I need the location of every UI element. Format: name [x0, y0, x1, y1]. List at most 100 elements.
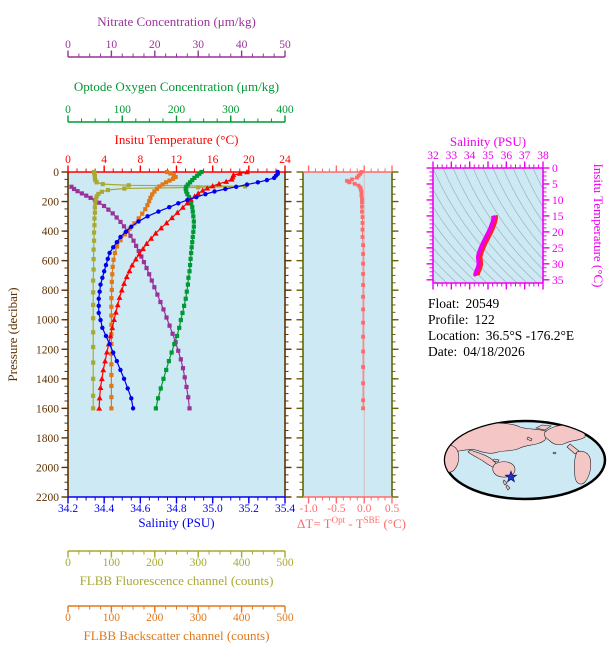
svg-text:200: 200	[146, 612, 164, 624]
svg-text:0: 0	[552, 163, 558, 175]
svg-text:4: 4	[101, 154, 107, 166]
svg-text:8: 8	[137, 154, 143, 166]
date-value: 04/18/2026	[463, 344, 525, 359]
svg-text:300: 300	[190, 612, 208, 624]
svg-text:30: 30	[192, 39, 204, 51]
world-map	[443, 419, 607, 501]
svg-text:500: 500	[276, 612, 294, 624]
svg-text:0: 0	[65, 557, 71, 569]
svg-text:12: 12	[171, 154, 183, 166]
svg-text:34.8: 34.8	[166, 503, 186, 515]
svg-text:300: 300	[190, 557, 208, 569]
fluorescence-axis-title: FLBB Fluorescence channel (counts)	[80, 573, 274, 588]
svg-text:15: 15	[552, 211, 564, 223]
svg-text:600: 600	[42, 256, 60, 268]
svg-text:16: 16	[207, 154, 219, 166]
svg-text:20: 20	[243, 154, 255, 166]
svg-text:400: 400	[276, 104, 294, 116]
svg-text:34.6: 34.6	[130, 503, 150, 515]
float-location-star	[504, 470, 518, 483]
svg-text:200: 200	[42, 197, 60, 209]
svg-text:100: 100	[103, 612, 121, 624]
svg-text:5: 5	[552, 179, 558, 191]
svg-text:0: 0	[65, 104, 71, 116]
oxygen-axis-title: Optode Oxygen Concentration (μm/kg)	[74, 79, 279, 94]
svg-text:100: 100	[114, 104, 132, 116]
svg-text:800: 800	[42, 285, 60, 297]
delta-t-background	[303, 172, 392, 497]
float-info-block: Float: 20549 Profile: 122 Location: 36.5°S …	[428, 296, 574, 360]
svg-text:1400: 1400	[36, 374, 59, 386]
delta-t-axis-title: ΔT= TOpt - TSBE (°C)	[297, 515, 406, 531]
isopycnal-contours	[433, 168, 543, 283]
svg-text:-1.0: -1.0	[299, 503, 317, 515]
svg-text:-0.5: -0.5	[327, 503, 345, 515]
svg-text:35.2: 35.2	[239, 503, 259, 515]
svg-text:300: 300	[222, 104, 240, 116]
location-label: Location:	[428, 328, 480, 343]
svg-text:25: 25	[552, 243, 564, 255]
svg-text:0: 0	[65, 154, 71, 166]
svg-text:38: 38	[537, 150, 549, 162]
ts-curve	[473, 214, 499, 277]
date-line: Date: 04/18/2026	[428, 344, 574, 360]
svg-text:34.4: 34.4	[94, 503, 114, 515]
svg-text:0: 0	[65, 39, 71, 51]
svg-text:0: 0	[65, 612, 71, 624]
pressure-axis-title: Pressure (decibar)	[5, 287, 20, 381]
svg-text:0.5: 0.5	[385, 503, 400, 515]
svg-text:24: 24	[279, 154, 291, 166]
salinity-axis-title: Salinity (PSU)	[138, 515, 214, 530]
series-fluorescence	[91, 169, 248, 411]
svg-text:200: 200	[168, 104, 186, 116]
profile-line: Profile: 122	[428, 312, 574, 328]
svg-text:35.4: 35.4	[275, 503, 295, 515]
profile-value: 122	[474, 312, 495, 327]
ts-background	[433, 168, 543, 283]
nitrate-axis-title: Nitrate Concentration (μm/kg)	[97, 14, 256, 29]
location-line: Location: 36.5°S -176.2°E	[428, 328, 574, 344]
svg-text:400: 400	[233, 557, 251, 569]
svg-text:400: 400	[42, 226, 60, 238]
svg-text:34.2: 34.2	[58, 503, 78, 515]
svg-text:100: 100	[103, 557, 121, 569]
svg-text:2200: 2200	[36, 492, 59, 504]
top-rulers: Nitrate Concentration (μm/kg) 0 10 20 30 40 50…	[65, 14, 294, 147]
svg-text:36: 36	[501, 150, 513, 162]
profile-label: Profile:	[428, 312, 469, 327]
series-oxygen	[153, 169, 204, 411]
svg-text:33: 33	[446, 150, 458, 162]
svg-text:35: 35	[552, 275, 564, 287]
svg-text:20: 20	[552, 227, 564, 239]
svg-text:10: 10	[552, 195, 564, 207]
svg-text:40: 40	[236, 39, 248, 51]
svg-text:1000: 1000	[36, 315, 59, 327]
map-landmasses	[445, 422, 592, 491]
float-label: Float:	[428, 296, 460, 311]
svg-text:0.0: 0.0	[357, 503, 372, 515]
svg-text:30: 30	[552, 259, 564, 271]
ts-diagram-panel: 0 5 10 15 20 25 30 35 32 33 34 35 36 37 38 Salinity (PS…	[426, 134, 606, 290]
svg-text:37: 37	[519, 150, 531, 162]
ts-temperature-axis-title: Insitu Temperature (°C)	[591, 164, 606, 288]
svg-text:0: 0	[53, 167, 59, 179]
date-label: Date:	[428, 344, 458, 359]
series-delta-t	[345, 170, 365, 411]
svg-text:500: 500	[276, 557, 294, 569]
svg-text:20: 20	[149, 39, 161, 51]
svg-text:50: 50	[279, 39, 291, 51]
series-salinity	[96, 169, 280, 411]
svg-text:35.0: 35.0	[203, 503, 223, 515]
backscatter-axis-title: FLBB Backscatter channel (counts)	[84, 628, 270, 643]
svg-text:200: 200	[146, 557, 164, 569]
svg-text:34: 34	[464, 150, 476, 162]
main-profile-panel: 0200400600800100012001400160018002000220…	[5, 154, 295, 530]
svg-text:35: 35	[482, 150, 494, 162]
float-id-line: Float: 20549	[428, 296, 574, 312]
svg-text:400: 400	[233, 612, 251, 624]
svg-text:1800: 1800	[36, 433, 59, 445]
temperature-axis-title: Insitu Temperature (°C)	[115, 132, 239, 147]
